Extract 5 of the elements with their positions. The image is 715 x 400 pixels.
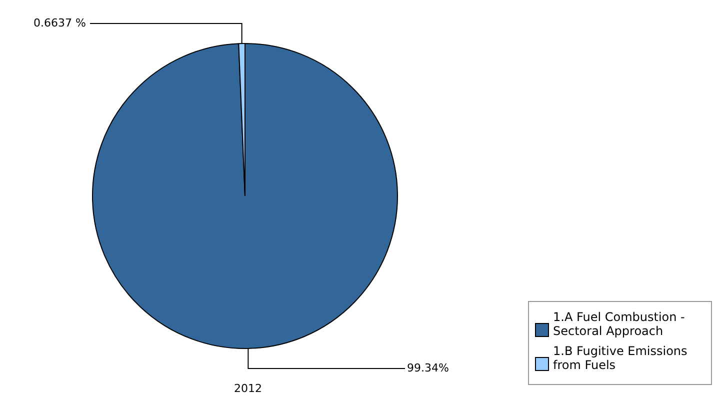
data-label: 0.6637 % [34, 16, 86, 30]
text: 2012 [234, 382, 262, 395]
legend-label: 1.B Fugitive Emissions from Fuels [553, 344, 688, 372]
data-label: 99.34% [407, 361, 449, 374]
legend-label: 1.A Fuel Combustion - Sectoral Approach [553, 310, 686, 338]
